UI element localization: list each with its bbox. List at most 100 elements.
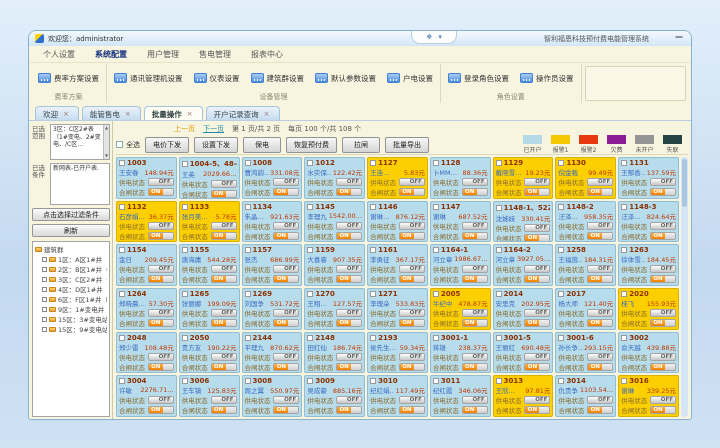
supply-off-toggle[interactable]: OFF — [524, 352, 551, 361]
meter-card[interactable]: 2048 郑少雷 108.48元 供电状态 OFF 合闸状态 ON — [116, 331, 177, 374]
close-icon[interactable]: × — [63, 110, 69, 118]
card-checkbox[interactable] — [119, 203, 125, 210]
meter-card[interactable]: 3001-5 王丽红 690.48元 供电状态 OFF 合闸状态 ON — [492, 331, 554, 374]
supply-off-toggle[interactable]: OFF — [524, 396, 551, 405]
meter-card[interactable]: 3001-6 孙长争… 293.15元 供电状态 OFF 合闸状态 ON — [555, 331, 617, 374]
card-checkbox[interactable] — [307, 378, 314, 385]
meter-card[interactable]: 3010 纪红娟… 117.49元 供电状态 OFF 合闸状态 ON — [367, 375, 428, 417]
gate-on-toggle[interactable]: ON — [210, 406, 237, 415]
supply-off-toggle[interactable]: OFF — [273, 352, 300, 361]
meter-card[interactable]: 1159 大喜睿 907.35元 供电状态 OFF 合闸状态 ON — [304, 244, 366, 286]
tree-item[interactable]: 3区：C区2#井（1#变电… — [42, 274, 107, 284]
supply-off-toggle[interactable]: OFF — [587, 396, 614, 405]
tree-item[interactable]: 15区：3#变电站（3#变电… — [42, 314, 107, 324]
ribbon-button[interactable]: 登录角色设置 — [448, 73, 509, 84]
supply-off-toggle[interactable]: OFF — [336, 221, 363, 230]
meter-card[interactable]: 2148 田红仙 186.74元 供电状态 OFF 合闸状态 ON — [304, 331, 366, 374]
meter-card[interactable]: 1157 张杰 686.99元 供电状态 OFF 合闸状态 ON — [241, 244, 303, 286]
gate-on-toggle[interactable]: ON — [650, 231, 676, 240]
supply-off-toggle[interactable]: OFF — [461, 396, 488, 405]
supply-off-toggle[interactable]: OFF — [524, 265, 551, 274]
gate-on-toggle[interactable]: ON — [210, 231, 237, 240]
meter-card[interactable]: 1145 李理九… 1542.00… 供电状态 OFF 合闸状态 ON — [304, 200, 366, 243]
refresh-button[interactable]: 刷新 — [32, 224, 110, 237]
tree-item-checkbox[interactable] — [42, 326, 47, 332]
supply-off-toggle[interactable]: OFF — [587, 221, 614, 230]
next-page-link[interactable]: 下一页 — [203, 124, 224, 133]
card-checkbox[interactable] — [621, 247, 628, 254]
supply-off-toggle[interactable]: OFF — [147, 352, 174, 361]
card-checkbox[interactable] — [307, 160, 314, 166]
gate-on-toggle[interactable]: ON — [273, 188, 300, 196]
meter-card[interactable]: 2014 安思克 202.95元 供电状态 OFF 合闸状态 ON — [492, 288, 554, 330]
select-all[interactable]: 全选 — [116, 140, 140, 150]
supply-off-toggle[interactable]: OFF — [147, 309, 174, 317]
gate-on-toggle[interactable]: ON — [398, 231, 425, 240]
ribbon-button[interactable]: 仪表设置 — [193, 73, 240, 84]
card-checkbox[interactable] — [495, 160, 502, 166]
supply-off-toggle[interactable]: OFF — [147, 396, 174, 405]
menu-tab[interactable]: 售电管理 — [199, 49, 231, 59]
supply-off-toggle[interactable]: OFF — [461, 178, 488, 186]
card-checkbox[interactable] — [307, 334, 314, 341]
gate-on-toggle[interactable]: ON — [461, 188, 488, 196]
gate-on-toggle[interactable]: ON — [336, 362, 363, 371]
gate-on-toggle[interactable]: ON — [650, 319, 676, 327]
ribbon-button[interactable]: 操作员设置 — [520, 73, 574, 84]
card-checkbox[interactable] — [370, 247, 377, 254]
ribbon-button[interactable]: 户电设置 — [387, 73, 433, 84]
supply-off-toggle[interactable]: OFF — [210, 309, 237, 317]
ribbon-button[interactable]: 默认参数设置 — [315, 73, 376, 84]
meter-card[interactable]: 2193 侯先生… 59.34元 供电状态 OFF 合闸状态 ON — [367, 331, 428, 374]
document-tab[interactable]: 欢迎 × — [35, 106, 79, 120]
gate-on-toggle[interactable]: ON — [398, 362, 425, 371]
card-checkbox[interactable] — [621, 291, 628, 297]
menu-tab[interactable]: 个人设置 — [43, 49, 75, 59]
card-checkbox[interactable] — [307, 203, 314, 210]
toolbar-button[interactable]: 恢复预付费 — [286, 136, 337, 153]
supply-off-toggle[interactable]: OFF — [461, 309, 488, 317]
supply-off-toggle[interactable]: OFF — [587, 309, 614, 317]
gate-on-toggle[interactable]: ON — [336, 319, 363, 327]
gate-on-toggle[interactable]: ON — [461, 319, 488, 327]
supply-off-toggle[interactable]: OFF — [273, 221, 300, 230]
tree-item-checkbox[interactable] — [42, 306, 47, 312]
card-checkbox[interactable] — [558, 334, 565, 341]
supply-off-toggle[interactable]: OFF — [461, 221, 488, 230]
gate-on-toggle[interactable]: ON — [273, 231, 300, 240]
tree-root[interactable]: 建筑群 — [35, 244, 107, 254]
supply-off-toggle[interactable]: OFF — [336, 396, 363, 405]
tree-item[interactable]: 9区：1#变电井（4#楼… — [42, 304, 107, 314]
card-checkbox[interactable] — [244, 291, 251, 297]
toolbar-button[interactable]: 拉闸 — [342, 136, 380, 153]
meter-card[interactable]: 1130 倪金载 99.49元 供电状态 OFF 合闸状态 ON — [555, 157, 617, 199]
tree-item-checkbox[interactable] — [42, 286, 47, 292]
meter-card[interactable]: 2020 桂飞 155.93元 供电状态 OFF 合闸状态 ON — [618, 288, 679, 330]
card-checkbox[interactable] — [181, 203, 188, 210]
card-checkbox[interactable] — [307, 247, 314, 254]
meter-card[interactable]: 2050 贵方友 190.22元 供电状态 OFF 合闸状态 ON — [178, 331, 240, 374]
document-tab[interactable]: 开户记录查询 × — [205, 106, 280, 120]
card-checkbox[interactable] — [181, 247, 188, 254]
card-checkbox[interactable] — [495, 378, 502, 385]
layout-icon[interactable]: ❖ — [426, 33, 433, 41]
card-checkbox[interactable] — [370, 334, 377, 341]
card-checkbox[interactable] — [119, 247, 125, 254]
gate-on-toggle[interactable]: ON — [147, 188, 174, 196]
card-checkbox[interactable] — [558, 203, 565, 210]
card-checkbox[interactable] — [119, 378, 125, 385]
supply-off-toggle[interactable]: OFF — [147, 178, 174, 186]
gate-on-toggle[interactable]: ON — [587, 188, 614, 196]
document-tab[interactable]: 能管售电 × — [81, 106, 141, 120]
supply-off-toggle[interactable]: OFF — [273, 309, 300, 317]
meter-card[interactable]: 1164-1 河立章… 1986.67… 供电状态 OFF 合闸状态 ON — [429, 244, 491, 286]
card-checkbox[interactable] — [244, 334, 251, 341]
card-checkbox[interactable] — [432, 160, 439, 166]
supply-off-toggle[interactable]: OFF — [336, 265, 363, 274]
card-checkbox[interactable] — [495, 204, 502, 211]
prev-page-link[interactable]: 上一页 — [174, 124, 195, 133]
gate-on-toggle[interactable]: ON — [587, 231, 614, 240]
meter-card[interactable]: 1146 谢琳… 876.12元 供电状态 OFF 合闸状态 ON — [367, 200, 428, 243]
scrollbar-arrows[interactable]: ▲ ▼ — [103, 125, 109, 159]
gate-on-toggle[interactable]: ON — [587, 406, 614, 415]
